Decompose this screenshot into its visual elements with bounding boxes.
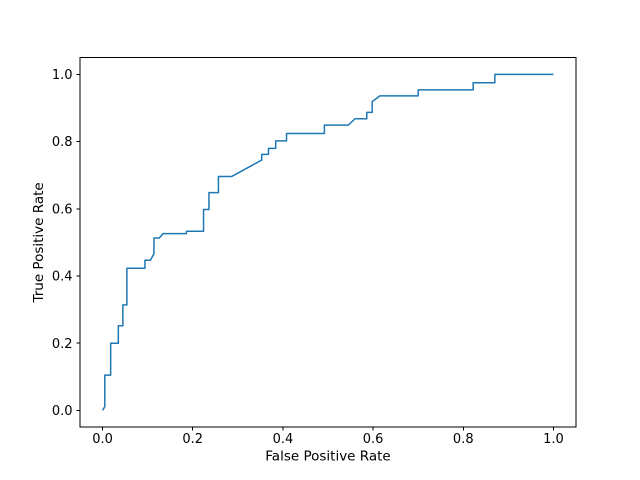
y-tick-label: 0.6 [52, 202, 73, 217]
plot-area-border [79, 57, 577, 428]
x-tick-label: 0.0 [92, 432, 113, 447]
y-axis-ticks: 0.0 0.2 0.4 0.6 0.8 1.0 [52, 68, 80, 419]
x-axis-label: False Positive Rate [265, 449, 390, 465]
x-axis-ticks: 0.0 0.2 0.4 0.6 0.8 1.0 [92, 427, 564, 447]
y-tick-label: 0.0 [52, 404, 73, 419]
roc-curve-line [101, 73, 554, 411]
x-tick-label: 0.6 [363, 432, 384, 447]
x-tick-label: 1.0 [543, 432, 564, 447]
x-tick-label: 0.8 [453, 432, 474, 447]
y-tick-label: 1.0 [52, 68, 73, 83]
x-tick-label: 0.2 [182, 432, 203, 447]
y-tick-label: 0.4 [52, 270, 73, 285]
y-tick-label: 0.2 [52, 337, 73, 352]
x-tick-label: 0.4 [273, 432, 294, 447]
y-axis-label: True Positive Rate [31, 182, 47, 303]
y-tick-label: 0.8 [52, 135, 73, 150]
